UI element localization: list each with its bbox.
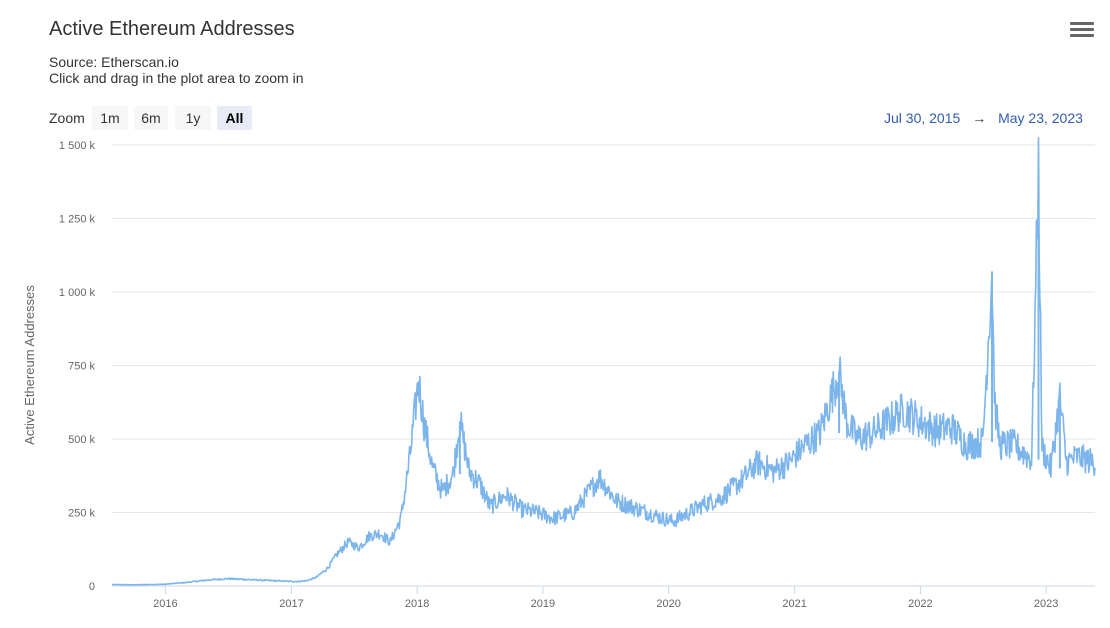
- zoom-hint-text: Click and drag in the plot area to zoom …: [49, 70, 304, 86]
- zoom-1y-button[interactable]: 1y: [175, 106, 211, 130]
- y-tick-label: 1 500 k: [59, 140, 96, 152]
- x-tick-label: 2022: [908, 598, 932, 610]
- x-tick-label: 2021: [782, 598, 806, 610]
- range-selector: Jul 30, 2015 → May 23, 2023: [884, 110, 1083, 126]
- y-tick-label: 750 k: [68, 361, 95, 373]
- chart-title: Active Ethereum Addresses: [49, 18, 295, 40]
- chart-subtitle: Source: Etherscan.io Click and drag in t…: [49, 54, 303, 86]
- x-tick-label: 2016: [153, 598, 177, 610]
- y-axis-label: Active Ethereum Addresses: [22, 285, 37, 445]
- y-tick-label: 250 k: [68, 508, 95, 520]
- x-tick-label: 2019: [531, 598, 555, 610]
- range-arrow: →: [972, 110, 987, 126]
- zoom-label: Zoom: [49, 110, 85, 126]
- zoom-all-button[interactable]: All: [217, 106, 252, 130]
- x-tick-label: 2018: [405, 598, 429, 610]
- x-tick-label: 2023: [1034, 598, 1058, 610]
- x-tick-label: 2020: [656, 598, 680, 610]
- hamburger-menu-icon[interactable]: [1070, 22, 1094, 42]
- x-tick-label: 2017: [279, 598, 303, 610]
- range-from-input[interactable]: Jul 30, 2015: [884, 110, 961, 126]
- y-tick-label: 1 000 k: [59, 287, 96, 299]
- zoom-6m-button[interactable]: 6m: [134, 106, 168, 130]
- y-tick-label: 500 k: [68, 434, 95, 446]
- y-tick-label: 1 250 k: [59, 214, 96, 226]
- zoom-1m-button[interactable]: 1m: [92, 106, 128, 130]
- y-tick-label: 0: [89, 581, 95, 593]
- range-to-input[interactable]: May 23, 2023: [998, 110, 1083, 126]
- source-text: Source: Etherscan.io: [49, 54, 179, 70]
- series-line[interactable]: [111, 137, 1096, 586]
